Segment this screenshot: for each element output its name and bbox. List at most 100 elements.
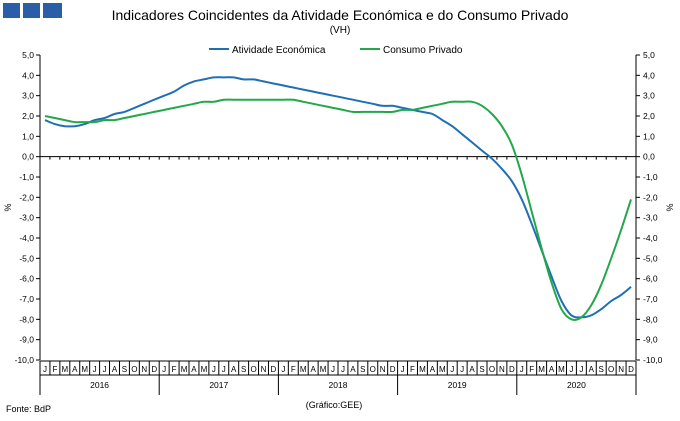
month-tick-label: J bbox=[162, 365, 166, 374]
month-tick-label: N bbox=[499, 365, 505, 374]
y-axis-title-left: % bbox=[3, 203, 13, 211]
month-tick-label: O bbox=[370, 365, 376, 374]
y-tick-label-right: -3,0 bbox=[643, 213, 658, 223]
month-tick-label: D bbox=[628, 365, 634, 374]
y-tick-label-left: -7,0 bbox=[19, 294, 34, 304]
month-tick-label: M bbox=[181, 365, 188, 374]
credit-note: (Gráfico:GEE) bbox=[306, 400, 363, 410]
month-tick-label: D bbox=[271, 365, 277, 374]
y-tick-label-right: 1,0 bbox=[643, 131, 655, 141]
series-line-atividade bbox=[44, 76, 632, 319]
month-tick-label: D bbox=[509, 365, 515, 374]
y-tick-label-right: 4,0 bbox=[643, 70, 655, 80]
month-tick-label: N bbox=[141, 365, 147, 374]
month-tick-label: F bbox=[172, 365, 177, 374]
month-tick-label: F bbox=[529, 365, 534, 374]
y-tick-label-right: -8,0 bbox=[643, 314, 658, 324]
y-tick-label-left: -3,0 bbox=[19, 213, 34, 223]
y-tick-label-right: 5,0 bbox=[643, 50, 655, 60]
month-tick-label: A bbox=[72, 365, 78, 374]
chart-title: Indicadores Coincidentes da Atividade Ec… bbox=[112, 7, 569, 23]
month-tick-label: A bbox=[112, 365, 118, 374]
y-tick-label-right: -1,0 bbox=[643, 172, 658, 182]
month-tick-label: M bbox=[81, 365, 88, 374]
month-tick-label: J bbox=[103, 365, 107, 374]
month-tick-label: M bbox=[439, 365, 446, 374]
gee-logo bbox=[3, 3, 62, 18]
month-tick-label: J bbox=[569, 365, 573, 374]
month-tick-label: S bbox=[479, 365, 484, 374]
y-tick-label-right: -5,0 bbox=[643, 253, 658, 263]
series-lines bbox=[44, 76, 632, 321]
series-line-consumo bbox=[44, 98, 632, 321]
y-tick-label-right: 0,0 bbox=[643, 152, 655, 162]
y-tick-label-left: 4,0 bbox=[22, 70, 34, 80]
month-tick-label: M bbox=[61, 365, 68, 374]
month-tick-label: J bbox=[331, 365, 335, 374]
legend-label-consumo: Consumo Privado bbox=[383, 45, 463, 56]
month-tick-label: A bbox=[191, 365, 197, 374]
month-tick-label: N bbox=[261, 365, 267, 374]
month-tick-label: A bbox=[430, 365, 436, 374]
month-tick-label: J bbox=[460, 365, 464, 374]
y-tick-label-right: 3,0 bbox=[643, 91, 655, 101]
month-tick-label: D bbox=[151, 365, 157, 374]
month-tick-label: O bbox=[250, 365, 256, 374]
month-tick-label: F bbox=[410, 365, 415, 374]
y-tick-label-left: -10,0 bbox=[15, 355, 35, 365]
y-tick-label-left: -8,0 bbox=[19, 314, 34, 324]
month-tick-label: J bbox=[579, 365, 583, 374]
chart-subtitle: (VH) bbox=[330, 25, 351, 36]
y-tick-label-right: 2,0 bbox=[643, 111, 655, 121]
month-tick-label: A bbox=[231, 365, 237, 374]
y-tick-label-left: -5,0 bbox=[19, 253, 34, 263]
y-tick-label-left: 3,0 bbox=[22, 91, 34, 101]
y-tick-label-left: -2,0 bbox=[19, 192, 34, 202]
month-tick-label: M bbox=[320, 365, 327, 374]
month-tick-label: S bbox=[122, 365, 127, 374]
y-tick-label-right: -2,0 bbox=[643, 192, 658, 202]
y-tick-label-left: 5,0 bbox=[22, 50, 34, 60]
y-tick-label-left: 0,0 bbox=[22, 152, 34, 162]
y-tick-label-left: -1,0 bbox=[19, 172, 34, 182]
month-tick-label: J bbox=[222, 365, 226, 374]
month-tick-label: A bbox=[350, 365, 356, 374]
month-tick-label: O bbox=[131, 365, 137, 374]
y-tick-label-left: -9,0 bbox=[19, 335, 34, 345]
year-tick-label: 2018 bbox=[329, 380, 348, 390]
y-tick-label-right: -4,0 bbox=[643, 233, 658, 243]
year-tick-label: 2019 bbox=[448, 380, 467, 390]
month-tick-label: M bbox=[538, 365, 545, 374]
month-tick-label: J bbox=[450, 365, 454, 374]
month-tick-label: S bbox=[241, 365, 246, 374]
month-tick-label: A bbox=[310, 365, 316, 374]
month-tick-label: S bbox=[360, 365, 365, 374]
y-tick-label-right: -9,0 bbox=[643, 335, 658, 345]
month-tick-label: A bbox=[469, 365, 475, 374]
year-tick-label: 2016 bbox=[90, 380, 109, 390]
month-tick-label: J bbox=[43, 365, 47, 374]
y-tick-label-left: 1,0 bbox=[22, 131, 34, 141]
source-note: Fonte: BdP bbox=[6, 404, 51, 414]
month-tick-label: J bbox=[401, 365, 405, 374]
axes: 5,0 5,0 4,0 4,0 3,0 3,0 2,0 2,0 1,0 1,0 0,0 0,0 -1,0… bbox=[3, 50, 675, 395]
legend-label-atividade: Atividade Económica bbox=[232, 45, 326, 56]
month-tick-label: J bbox=[212, 365, 216, 374]
y-axis-title-right: % bbox=[665, 203, 675, 211]
month-tick-label: N bbox=[380, 365, 386, 374]
month-tick-label: D bbox=[390, 365, 396, 374]
month-tick-label: J bbox=[281, 365, 285, 374]
year-tick-label: 2020 bbox=[567, 380, 586, 390]
month-tick-label: A bbox=[549, 365, 555, 374]
month-tick-label: N bbox=[618, 365, 624, 374]
month-tick-label: J bbox=[341, 365, 345, 374]
y-tick-label-right: -10,0 bbox=[643, 355, 663, 365]
y-tick-label-right: -6,0 bbox=[643, 274, 658, 284]
month-tick-label: J bbox=[93, 365, 97, 374]
month-tick-label: A bbox=[589, 365, 595, 374]
legend: Atividade Económica Consumo Privado bbox=[209, 45, 463, 56]
month-tick-label: F bbox=[291, 365, 296, 374]
month-tick-label: O bbox=[608, 365, 614, 374]
